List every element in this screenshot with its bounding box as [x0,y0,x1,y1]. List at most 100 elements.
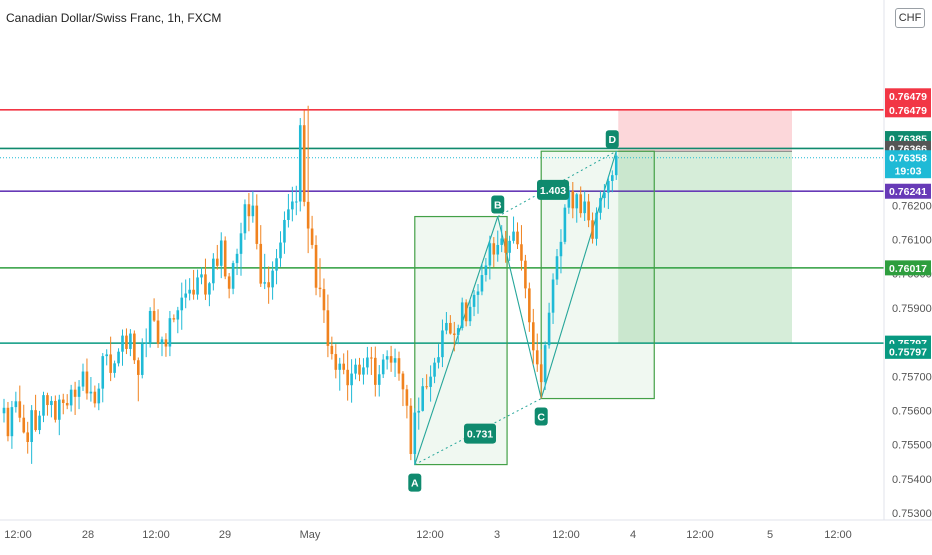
candle-body [516,231,519,245]
candle-body [555,256,559,280]
ratio-label-0 [464,423,496,444]
candle-body [437,357,440,363]
grid-layer [0,0,884,520]
candle-body [453,333,456,335]
candle-body [449,322,452,334]
candle-body [291,201,294,210]
candle-body [413,412,417,454]
pattern-labels: A B C D 0.731 1.403 [408,130,619,492]
time-tick-label: 29 [219,529,231,541]
candle-body [362,367,365,375]
candle-body [551,279,555,313]
candle-body [275,258,278,271]
candle-body [528,288,531,323]
point-label-A [408,473,422,492]
candle-body [326,310,330,346]
time-axis[interactable]: 12:00 28 12:00 29 May 12:00 3 12:00 4 12:00 5 12:00 [0,519,932,541]
time-tick-label: 12:00 [142,529,170,541]
point-label-B [491,195,505,214]
candle-body [34,410,37,431]
candle-body [125,335,128,349]
candle-body [18,401,22,418]
candle-body [338,363,342,370]
price-tick-label: 0.75600 [892,406,932,418]
tag-green-text: 0.76017 [889,263,927,275]
candle-body [322,289,326,311]
candle-body [152,310,156,321]
price-tick-label: 0.75400 [892,474,932,486]
candle-body [429,376,432,387]
point-label-text-B: B [494,200,502,212]
candle-body [607,180,610,193]
candle-body [393,358,397,363]
candle-body [2,407,6,414]
candle-body [184,293,187,298]
candle-body [133,333,136,361]
candle-body [405,389,409,406]
candle-body [350,373,353,386]
candle-body [599,198,602,213]
tag-green-3 [885,343,931,359]
candle-body [508,240,511,253]
price-tick-label: 0.75700 [892,371,932,383]
tag-top-text: 0.76479 [889,91,927,103]
price-tick-label: 0.75500 [892,440,932,452]
candle-body [504,238,507,253]
ratio-label-1 [537,179,569,200]
candle-body [306,201,310,229]
time-tick-label: 28 [82,529,94,541]
candle-body [156,320,160,344]
candle-body [425,386,428,388]
candle-body [271,270,274,288]
time-tick-label: 12:00 [824,529,852,541]
candle-body [342,363,345,370]
tag-purple [885,183,931,199]
candle-body [330,345,334,355]
candle-body [140,343,144,375]
candle-body [579,194,582,214]
candle-body [259,243,263,284]
candle-body [346,369,349,386]
currency-unit-badge[interactable]: CHF [895,8,925,28]
candle-body [401,373,405,390]
ratio-text-0: 0.731 [467,429,493,441]
candle-body [180,297,184,311]
candle-body [302,125,306,202]
candle-body [287,209,290,220]
candle-body [81,371,85,387]
candle-body [409,405,413,454]
candle-body [492,243,496,255]
position-zones [618,109,792,344]
candle-body [54,400,57,420]
candle-body [89,391,93,394]
candle-body [30,410,33,442]
candle-body [212,258,215,284]
candle-body [251,205,255,217]
candle-body [239,233,243,254]
chart-title: Canadian Dollar/Swiss Franc, 1h, FXCM [6,11,221,25]
candle-body [164,339,168,347]
candle-body [85,371,89,394]
candle-body [583,201,586,214]
tag-green [885,260,931,276]
candle-body [472,294,476,307]
candle-body [196,277,199,295]
candle-body [374,357,377,385]
price-axis[interactable]: 0.75300 0.75400 0.75500 0.75600 0.75700 0.759… [883,0,932,550]
candle-body [69,389,73,406]
candle-body [73,389,77,397]
candle-body [50,400,53,406]
candle-body [121,335,124,352]
candle-body [480,275,484,292]
candle-body [144,342,148,344]
candle-body [417,410,421,413]
candle-body [591,220,594,239]
time-tick-label: 3 [494,529,500,541]
candle-body [243,204,247,234]
candle-body [263,282,266,284]
candle-body [543,345,547,383]
candle-body [42,395,45,416]
candle-body [460,302,464,329]
